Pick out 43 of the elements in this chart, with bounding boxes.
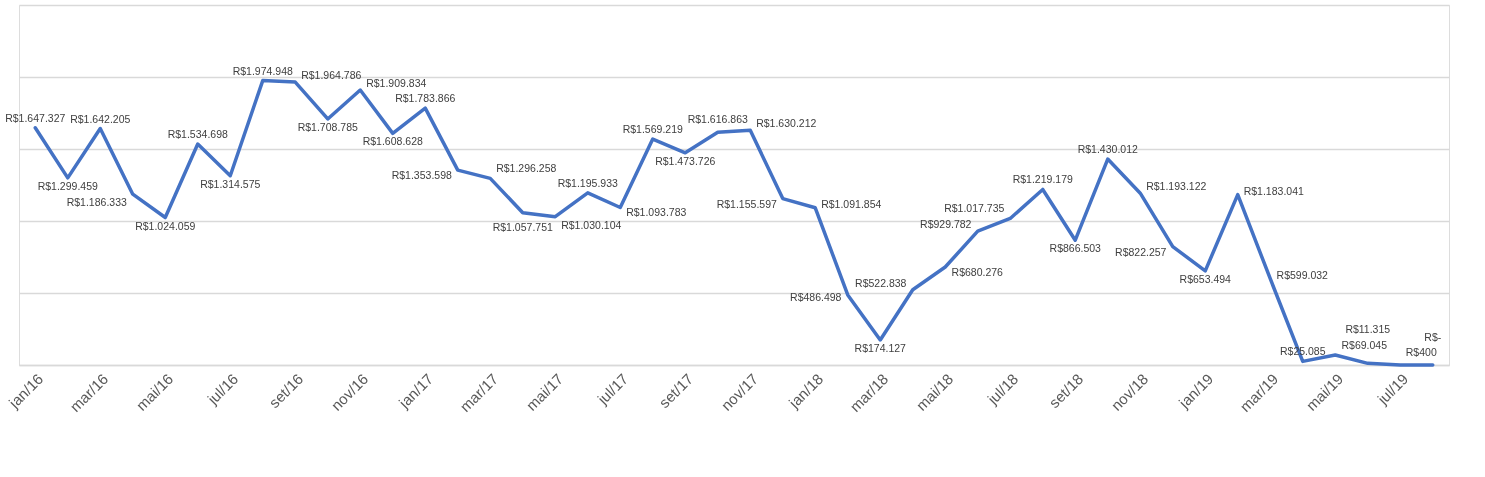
data-label: R$1.093.783 [626,206,687,219]
data-label: R$1.708.785 [297,120,358,133]
data-label: R$1.195.933 [557,176,618,189]
data-label: R$486.498 [790,290,842,303]
data-label: R$1.473.726 [655,154,716,167]
data-label: R$1.155.597 [716,197,777,210]
data-label: R$174.127 [854,341,907,354]
data-label: R$1.183.041 [1243,184,1304,197]
data-label: R$522.838 [855,276,907,289]
data-label: R$1.296.258 [496,162,557,175]
data-label: R$1.430.012 [1077,143,1138,156]
data-label: R$1.608.628 [362,135,423,148]
data-label: R$69.045 [1341,339,1388,352]
data-label: R$1.024.059 [135,219,196,232]
data-label: R$1.534.698 [167,128,228,140]
data-label: R$1.017.735 [944,202,1005,215]
data-label: R$1.091.854 [821,197,882,210]
data-label: R$866.503 [1049,242,1102,255]
data-label: R$11.315 [1345,323,1391,336]
data-label: R$1.647.327 [5,111,66,124]
data-label: R$1.353.598 [391,169,452,182]
data-label: R$1.909.834 [366,76,427,89]
data-label: R$1.974.948 [232,64,293,77]
data-label: R$653.494 [1179,272,1232,285]
data-label: R$1.642.205 [70,112,131,125]
data-label: R$400 [1405,345,1437,358]
data-label: R$1.057.751 [492,220,553,233]
data-label: R$1.299.459 [37,179,98,192]
data-label: R$1.193.122 [1146,180,1207,193]
data-label: R$1.569.219 [622,123,683,136]
data-label: R$1.964.786 [301,69,362,82]
data-label: R$1.783.866 [395,92,456,105]
data-label: R$1.219.179 [1012,173,1073,186]
data-label: R$1.186.333 [66,196,127,209]
data-label: R$1.616.863 [687,113,748,126]
data-label: R$822.257 [1115,245,1167,258]
data-label: R$929.782 [920,218,972,231]
data-label: R$599.032 [1276,268,1329,281]
data-label: R$680.276 [951,266,1004,279]
data-label: R$1.030.104 [561,218,622,231]
data-label: R$1.630.212 [756,117,817,130]
data-label: R$- [1424,331,1442,343]
data-label: R$1.314.575 [200,177,261,190]
